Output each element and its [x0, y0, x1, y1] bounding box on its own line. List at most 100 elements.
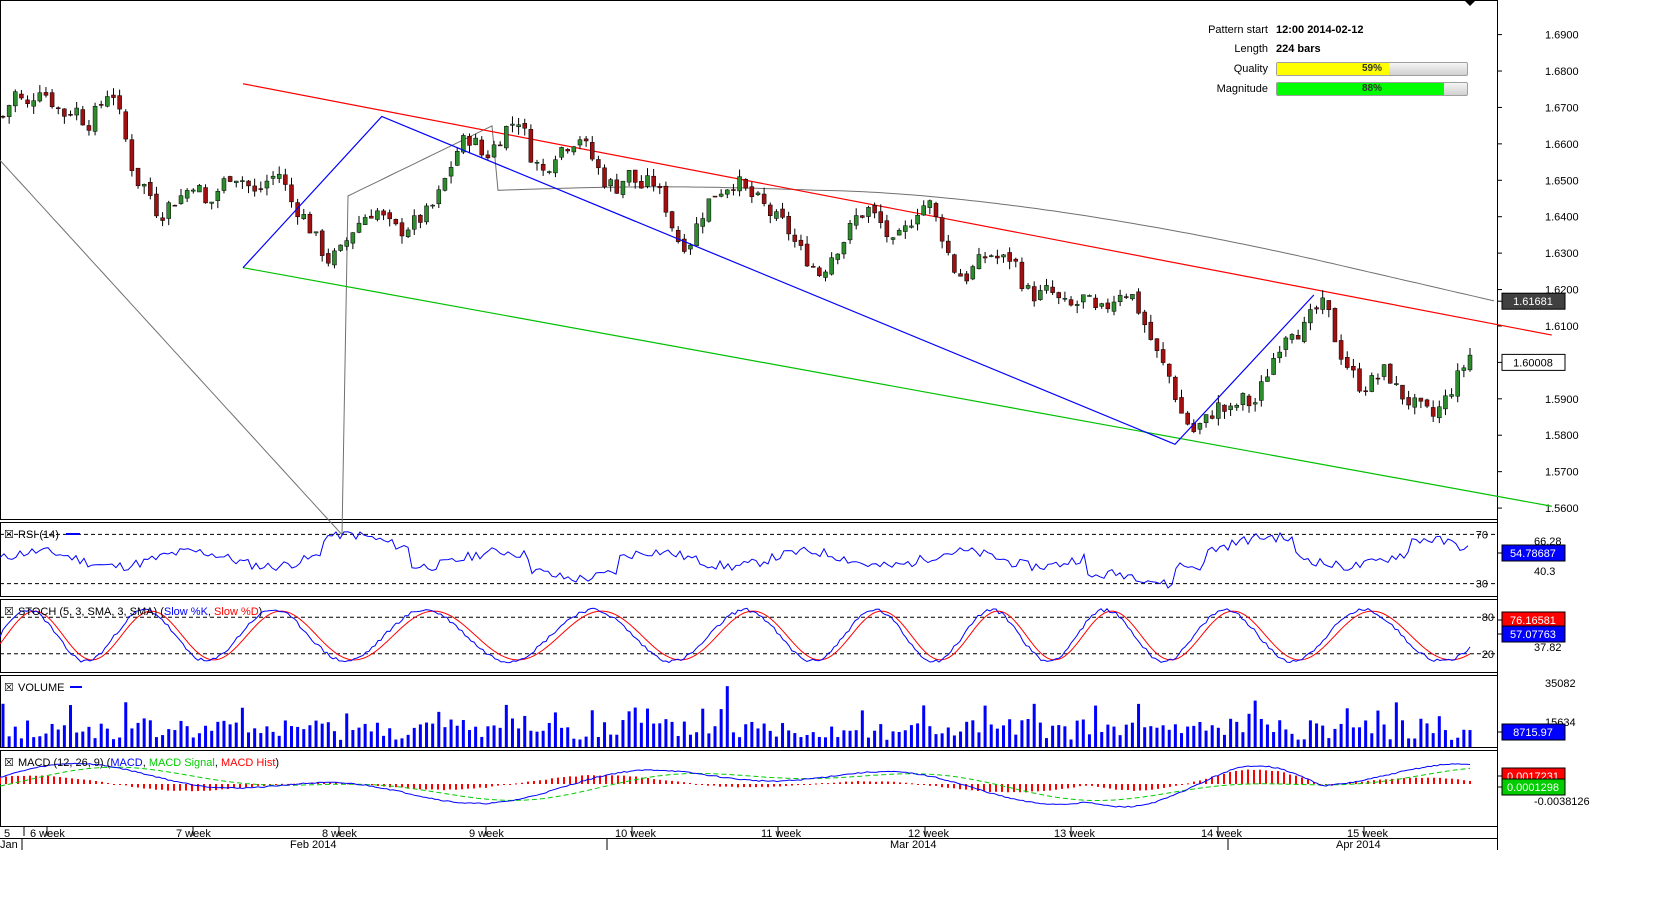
volume-bar [455, 725, 459, 747]
candle-body [915, 214, 920, 225]
macd-hist-bar [1067, 784, 1069, 789]
macd-hist-bar [239, 784, 241, 789]
volume-bar [375, 722, 379, 747]
candle-body [1025, 285, 1031, 289]
volume-bar [1143, 727, 1147, 747]
volume-bar [179, 720, 183, 747]
candle-body [540, 163, 546, 171]
candle-body [319, 230, 325, 256]
macd-hist-bar [1037, 784, 1039, 792]
volume-bar [946, 727, 950, 747]
volume-bar [1094, 705, 1098, 747]
macd-hist-bar [1205, 778, 1207, 784]
candle-body [1001, 254, 1006, 258]
candle-body [688, 244, 693, 250]
candle-body [1289, 334, 1295, 340]
candle-body [1124, 296, 1129, 298]
volume-bar [81, 731, 85, 747]
volume-bar [1210, 725, 1214, 747]
macd-hist-bar [779, 784, 781, 787]
candle-body [184, 190, 190, 199]
volume-bar [191, 737, 195, 747]
volume-bar [1192, 725, 1196, 747]
macd-hist-bar [1463, 780, 1465, 784]
volume-bar [762, 723, 766, 747]
volume-bar [1167, 729, 1171, 747]
volume-bar [1302, 739, 1306, 747]
volume-bar [7, 736, 11, 747]
macd-hist-bar [641, 777, 643, 784]
volume-bar [695, 732, 699, 747]
volume-bar [234, 722, 238, 747]
candle-body [362, 217, 368, 225]
volume-bar [541, 730, 545, 747]
volume-bar [1443, 730, 1447, 747]
volume-tick-label: 35082 [1545, 678, 1576, 690]
candle-body [903, 225, 908, 232]
volume-bar [1149, 726, 1153, 747]
candle-body [105, 96, 110, 107]
macd-hist-bar [53, 776, 55, 784]
stoch-close-paren: ) [259, 606, 263, 618]
macd-hist-bar [707, 784, 709, 786]
macd-hist-bar [659, 779, 661, 784]
macd-hist-bar [47, 775, 49, 784]
volume-bar [529, 730, 533, 747]
macd-hist-bar [191, 784, 193, 792]
macd-hist-bar [521, 782, 523, 784]
macd-hist-bar [443, 784, 445, 791]
stoch-separator: , [208, 606, 214, 618]
macd-hist-bar [1235, 770, 1237, 784]
macd-hist-bar [197, 784, 199, 791]
macd-hist-bar [461, 784, 463, 790]
volume-bar [1069, 739, 1073, 747]
macd-close-paren: ) [275, 757, 279, 769]
candle-body [154, 193, 159, 217]
stoch-d-last-label: 57.07763 [1510, 629, 1556, 641]
macd-hist-bar [755, 784, 757, 788]
macd-hist-bar [1049, 784, 1051, 791]
macd-hist-bar [851, 781, 853, 784]
candle-body [141, 184, 147, 187]
week-label: 10 week [615, 828, 656, 840]
macd-hist-bar [605, 775, 607, 784]
volume-bar [934, 734, 938, 747]
volume-bar [922, 705, 926, 747]
volume-bar [750, 721, 754, 747]
candle-body [504, 126, 509, 149]
macd-signal-last-label: 0.0001298 [1507, 782, 1559, 794]
macd-hist-bar [1079, 784, 1081, 787]
macd-hist-bar [635, 776, 637, 784]
macd-title: MACD (12, 26, 9) (MACD, MACD Signal, MAC… [18, 757, 279, 769]
volume-bar [615, 734, 619, 747]
volume-bar [504, 704, 508, 747]
rsi-extra-label: 40.3 [1534, 566, 1555, 578]
macd-hist-bar [1241, 770, 1243, 784]
macd-hist-bar [683, 782, 685, 784]
volume-bar [566, 727, 570, 747]
volume-bar [584, 736, 588, 747]
volume-bar [633, 707, 637, 747]
volume-bar [774, 736, 778, 747]
macd-hist-bar [497, 784, 499, 786]
volume-bar [32, 737, 36, 747]
candle-body [553, 159, 558, 174]
macd-hist-bar [1019, 784, 1021, 793]
volume-bar [204, 725, 208, 747]
stoch-title: STOCH (5, 3, SMA, 3, SMA) (Slow %K, Slow… [18, 606, 262, 618]
volume-bar [486, 726, 490, 747]
price-tick-label: 1.6700 [1545, 102, 1579, 114]
candle-body [1400, 384, 1405, 400]
volume-bar [768, 730, 772, 747]
volume-bar [44, 733, 48, 747]
volume-bar [326, 722, 330, 747]
candle-body [860, 215, 865, 218]
macd-hist-bar [773, 784, 775, 787]
rsi-line [0, 531, 1469, 589]
volume-bar [1241, 732, 1245, 747]
macd-hist-bar [1085, 784, 1087, 786]
price-tick-label: 1.5900 [1545, 394, 1579, 406]
rsi-level-label: 70 [1476, 529, 1488, 541]
volume-bar [787, 730, 791, 747]
volume-bar [639, 722, 643, 747]
